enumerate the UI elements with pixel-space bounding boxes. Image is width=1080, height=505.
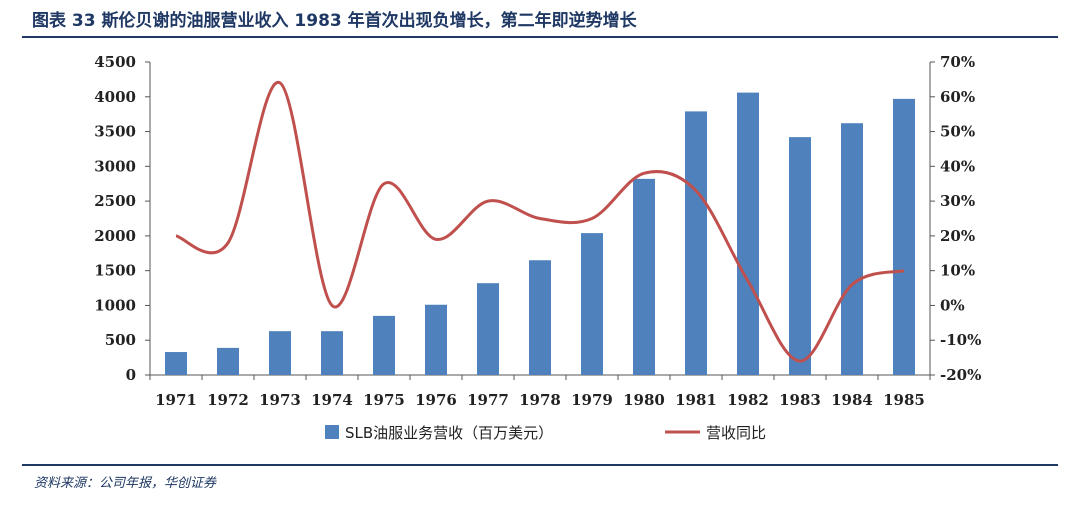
- bar-1982: [737, 92, 759, 376]
- x-axis-tick-label: 1971: [155, 391, 197, 409]
- x-axis-tick-label: 1982: [727, 391, 769, 409]
- figure-title: 图表 33 斯伦贝谢的油服营业收入 1983 年首次出现负增长，第二年即逆势增长: [32, 11, 637, 31]
- yoy-growth-line: [175, 81, 905, 363]
- left-axis-tick-label: 4000: [94, 88, 136, 106]
- right-axis-tick-label: 20%: [940, 227, 975, 245]
- left-axis-tick-label: 3500: [94, 123, 136, 141]
- left-axis-tick-label: 2500: [94, 192, 136, 210]
- legend-bar-swatch: [325, 425, 339, 439]
- bar-1985: [893, 98, 915, 375]
- x-axis-tick-label: 1977: [467, 391, 509, 409]
- left-axis-tick-label: 4500: [94, 53, 136, 71]
- left-axis-tick-label: 0: [126, 366, 136, 384]
- left-axis-tick-label: 1000: [94, 296, 136, 314]
- bar-1984: [841, 123, 863, 375]
- right-axis-tick-label: 60%: [940, 88, 975, 106]
- right-axis-tick-label: 50%: [940, 123, 975, 141]
- left-axis-tick-label: 500: [105, 331, 136, 349]
- right-axis-tick-label: -10%: [940, 331, 981, 349]
- bar-1978: [529, 260, 551, 375]
- source-rule: [22, 464, 1058, 466]
- bar-1975: [373, 315, 395, 375]
- right-axis-tick-label: -20%: [940, 366, 981, 384]
- right-axis-tick-label: 70%: [940, 53, 975, 71]
- bar-1983: [789, 137, 811, 375]
- right-axis-tick-label: 30%: [940, 192, 975, 210]
- legend-bar-label: SLB油服业务营收（百万美元）: [345, 424, 553, 442]
- x-axis-tick-label: 1972: [207, 391, 249, 409]
- source-note: 资料来源：公司年报，华创证券: [34, 476, 217, 491]
- bar-1977: [477, 283, 499, 375]
- bar-1974: [321, 331, 343, 375]
- right-axis-tick-label: 40%: [940, 157, 975, 175]
- bar-1979: [581, 233, 603, 375]
- title-rule: [22, 36, 1058, 38]
- bar-1980: [633, 178, 655, 375]
- x-axis-tick-label: 1976: [415, 391, 457, 409]
- left-axis-tick-label: 3000: [94, 157, 136, 175]
- left-axis-tick-label: 2000: [94, 227, 136, 245]
- bar-1981: [685, 111, 707, 375]
- x-axis-tick-label: 1985: [883, 391, 925, 409]
- x-axis-tick-label: 1980: [623, 391, 665, 409]
- x-axis-tick-label: 1974: [311, 391, 353, 409]
- x-axis-tick-label: 1979: [571, 391, 613, 409]
- bar-1971: [165, 352, 187, 375]
- x-axis-tick-label: 1975: [363, 391, 405, 409]
- left-axis-tick-label: 1500: [94, 262, 136, 280]
- right-axis-tick-label: 0%: [940, 296, 965, 314]
- x-axis-tick-label: 1981: [675, 391, 717, 409]
- bar-1973: [269, 331, 291, 375]
- bar-1976: [425, 304, 447, 375]
- x-axis-tick-label: 1983: [779, 391, 821, 409]
- right-axis-tick-label: 10%: [940, 262, 975, 280]
- bar-1972: [217, 347, 239, 375]
- x-axis-tick-label: 1984: [831, 391, 873, 409]
- combo-chart: 0 500 1000 1500 2000 2500 3000 3500 4000 4500 -20%…: [94, 53, 981, 442]
- legend-line-label: 营收同比: [706, 424, 766, 442]
- x-axis-tick-label: 1973: [259, 391, 301, 409]
- x-axis-tick-label: 1978: [519, 391, 561, 409]
